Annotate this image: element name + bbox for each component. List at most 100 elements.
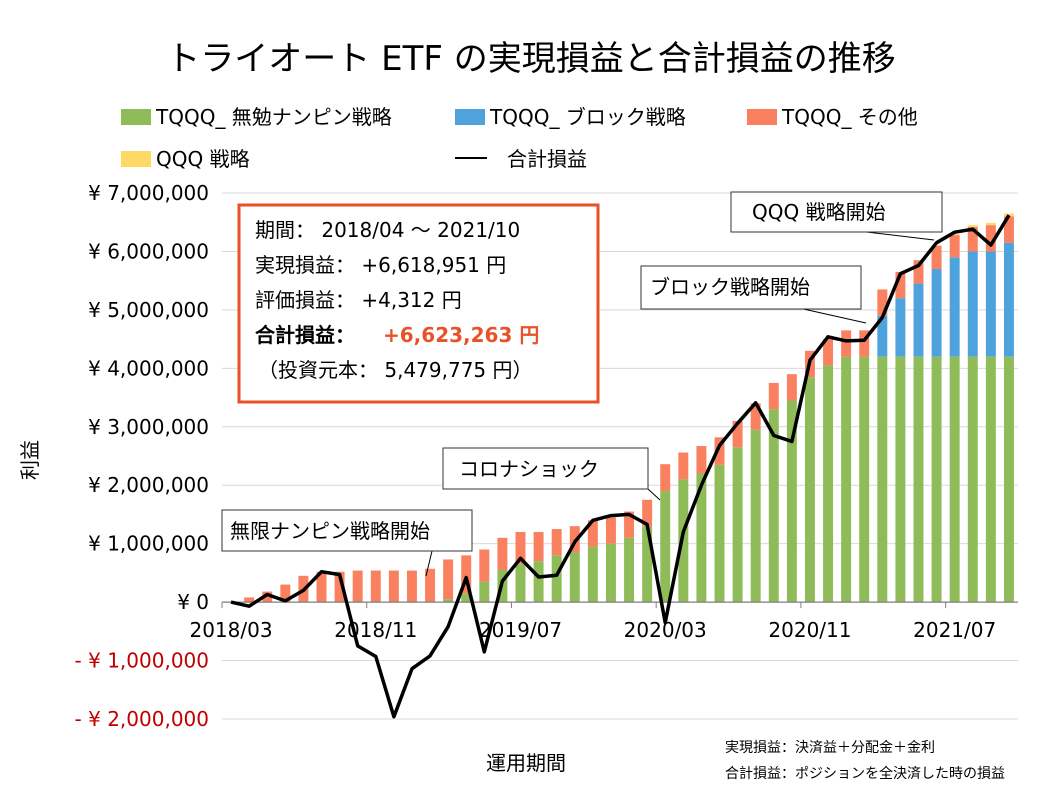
bar-segment — [949, 235, 960, 258]
bar-segment — [985, 222, 996, 226]
bar-segment — [786, 400, 797, 603]
bar-segment — [497, 537, 508, 570]
bar-segment — [714, 437, 725, 465]
bar-segment — [479, 581, 490, 603]
bar-segment — [605, 517, 616, 544]
y-tick-label: ¥ 4,000,000 — [88, 356, 209, 380]
bar-segment — [642, 526, 653, 603]
annotation-nanpin-pointer — [425, 550, 433, 577]
bar-segment — [515, 564, 526, 603]
bar-segment — [750, 429, 761, 603]
annotation-corona: コロナショック — [442, 447, 661, 501]
bar-segment — [425, 568, 436, 603]
bar-segment — [732, 420, 743, 448]
x-axis-label: 運用期間 — [486, 751, 566, 775]
total-line — [230, 214, 1011, 719]
bar-segment — [461, 593, 472, 603]
summary-box: 期間： 2018/04 ～ 2021/10 実現損益： +6,618,951 円… — [237, 203, 600, 404]
bar-segment — [877, 289, 888, 316]
bar-segment — [913, 283, 924, 357]
bar-segment — [967, 225, 978, 227]
legend: TQQQ_ 無勉ナンピン戦略 TQQQ_ ブロック戦略 TQQQ_ その他 QQ… — [121, 105, 918, 171]
bar-segment — [280, 584, 291, 603]
bar-segment — [768, 382, 779, 410]
bar-segment — [316, 571, 327, 603]
y-tick-label: ¥ 7,000,000 — [88, 181, 209, 205]
y-tick-label: ¥ 6,000,000 — [88, 239, 209, 263]
bar-segment — [967, 356, 978, 603]
bar-segment — [443, 559, 454, 600]
x-tick-label: 2020/11 — [768, 618, 851, 642]
annotation-corona-text: コロナショック — [459, 457, 599, 481]
bar-segment — [696, 446, 707, 474]
bar-segment — [895, 298, 906, 357]
annotation-qqq-text: QQQ 戦略開始 — [752, 200, 886, 224]
bar-segment — [515, 531, 526, 565]
summary-box-frame — [237, 203, 600, 404]
legend-label-block: TQQQ_ ブロック戦略 — [489, 105, 686, 129]
y-tick-label: ¥ 1,000,000 — [88, 532, 209, 556]
annotation-nanpin-text: 無限ナンピン戦略開始 — [230, 519, 430, 543]
bar-segment — [587, 520, 598, 547]
bar-segment — [931, 356, 942, 603]
bar-segment — [1003, 213, 1014, 217]
bar-segment — [841, 356, 852, 603]
bar-segment — [533, 561, 544, 603]
legend-swatch-block — [455, 109, 485, 125]
bar-segment — [388, 570, 399, 603]
legend-label-total: 合計損益 — [507, 147, 587, 171]
bar-segment — [624, 511, 635, 538]
annotation-corona-pointer — [647, 488, 661, 501]
x-tick-label: 2021/07 — [913, 618, 996, 642]
bar-segment — [678, 452, 689, 480]
bar-segment — [949, 233, 960, 236]
bar-segment — [1003, 356, 1014, 603]
bar-segment — [587, 546, 598, 603]
legend-swatch-other — [747, 109, 777, 125]
bar-segment — [660, 491, 671, 603]
legend-label-other: TQQQ_ その他 — [781, 105, 918, 129]
x-axis-ticks: 2018/03 2018/11 2019/07 2020/03 2020/11 2021/… — [189, 602, 996, 642]
bar-segment — [913, 260, 924, 284]
bar-segment — [696, 473, 707, 603]
annotation-block-frame — [640, 265, 862, 310]
bar-segment — [1003, 216, 1014, 243]
bar-segment — [931, 268, 942, 357]
bar-segment — [931, 245, 942, 269]
bar-segment — [714, 464, 725, 603]
bar-segment — [859, 330, 870, 357]
bar-segment — [262, 591, 273, 603]
bar-segment — [967, 251, 978, 357]
legend-label-qqq: QQQ 戦略 — [156, 147, 250, 171]
chart-title: トライオート ETF の実現損益と合計損益の推移 — [166, 39, 895, 79]
summary-period: 期間： 2018/04 ～ 2021/10 — [255, 218, 520, 242]
bar-segment — [985, 251, 996, 357]
bar-segment — [624, 537, 635, 603]
bar-segment — [642, 499, 653, 527]
x-tick-label: 2018/03 — [189, 618, 272, 642]
bar-segment — [370, 570, 381, 603]
annotation-block-start: ブロック戦略開始 — [640, 265, 867, 324]
y-tick-label: ¥ 2,000,000 — [88, 473, 209, 497]
bar-segment — [732, 447, 743, 603]
bar-segment — [823, 365, 834, 603]
footnote-realized: 実現損益：決済益＋分配金＋金利 — [725, 740, 935, 756]
bar-segment — [551, 529, 562, 556]
bar-segment — [859, 356, 870, 603]
bar-segment — [244, 597, 255, 603]
bar-segment — [533, 531, 544, 562]
bar-segment — [895, 356, 906, 603]
x-tick-label: 2018/11 — [334, 618, 417, 642]
bar-segment — [823, 339, 834, 366]
bar-segment — [334, 571, 345, 603]
bar-segment — [804, 377, 815, 603]
y-tick-label: - ¥ 1,000,000 — [75, 649, 209, 673]
bar-segment — [877, 356, 888, 603]
summary-principal: （投資元本： 5,479,775 円） — [258, 358, 533, 382]
annotation-nanpin-frame — [221, 509, 473, 552]
bar-segment — [569, 552, 580, 603]
bar-segment — [786, 374, 797, 401]
y-tick-label: - ¥ 2,000,000 — [75, 707, 209, 731]
summary-total-label: 合計損益： — [255, 323, 355, 347]
